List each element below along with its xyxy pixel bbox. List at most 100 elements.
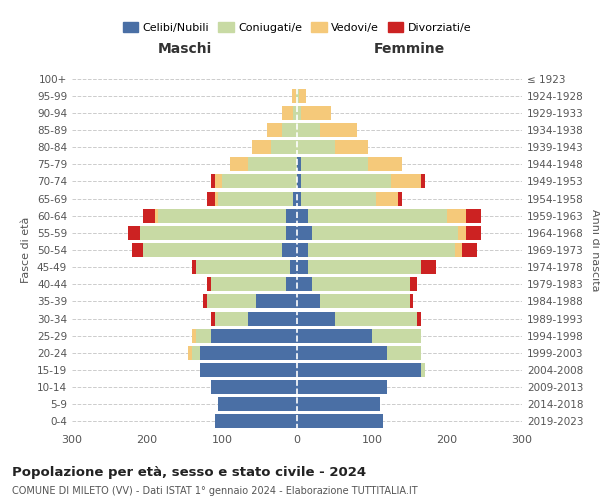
- Bar: [368, 158, 402, 172]
- Bar: [267, 123, 282, 137]
- Bar: [139, 226, 286, 240]
- Bar: [297, 398, 380, 411]
- Bar: [282, 106, 293, 120]
- Bar: [211, 312, 215, 326]
- Bar: [282, 123, 297, 137]
- Bar: [391, 174, 421, 188]
- Bar: [215, 414, 297, 428]
- Bar: [229, 158, 248, 172]
- Bar: [199, 346, 297, 360]
- Bar: [282, 243, 297, 257]
- Bar: [312, 226, 458, 240]
- Bar: [297, 278, 312, 291]
- Bar: [409, 278, 417, 291]
- Text: Femmine: Femmine: [374, 42, 445, 56]
- Bar: [211, 174, 215, 188]
- Bar: [192, 328, 196, 342]
- Bar: [211, 328, 297, 342]
- Bar: [297, 88, 299, 102]
- Bar: [215, 312, 248, 326]
- Bar: [297, 192, 301, 205]
- Bar: [211, 278, 286, 291]
- Bar: [376, 192, 398, 205]
- Bar: [297, 174, 301, 188]
- Bar: [188, 346, 192, 360]
- Bar: [290, 260, 297, 274]
- Bar: [132, 243, 143, 257]
- Bar: [297, 123, 320, 137]
- Bar: [466, 226, 481, 240]
- Bar: [466, 208, 481, 222]
- Text: Popolazione per età, sesso e stato civile - 2024: Popolazione per età, sesso e stato civil…: [12, 466, 366, 479]
- Bar: [308, 260, 421, 274]
- Bar: [248, 158, 297, 172]
- Bar: [196, 328, 211, 342]
- Bar: [409, 294, 413, 308]
- Text: COMUNE DI MILETO (VV) - Dati ISTAT 1° gennaio 2024 - Elaborazione TUTTITALIA.IT: COMUNE DI MILETO (VV) - Dati ISTAT 1° ge…: [12, 486, 418, 496]
- Bar: [207, 278, 211, 291]
- Bar: [196, 260, 290, 274]
- Bar: [215, 174, 222, 188]
- Bar: [308, 243, 455, 257]
- Bar: [143, 208, 155, 222]
- Bar: [286, 278, 297, 291]
- Bar: [308, 208, 447, 222]
- Bar: [286, 208, 297, 222]
- Bar: [297, 208, 308, 222]
- Bar: [301, 174, 391, 188]
- Bar: [199, 363, 297, 377]
- Bar: [462, 243, 477, 257]
- Bar: [211, 380, 297, 394]
- Bar: [421, 363, 425, 377]
- Bar: [421, 260, 436, 274]
- Bar: [207, 192, 215, 205]
- Bar: [372, 328, 421, 342]
- Bar: [292, 88, 296, 102]
- Bar: [293, 192, 297, 205]
- Bar: [320, 123, 357, 137]
- Bar: [143, 243, 282, 257]
- Bar: [256, 294, 297, 308]
- Bar: [192, 346, 199, 360]
- Bar: [387, 346, 421, 360]
- Bar: [297, 294, 320, 308]
- Bar: [155, 208, 158, 222]
- Bar: [192, 260, 196, 274]
- Bar: [335, 312, 417, 326]
- Bar: [297, 328, 372, 342]
- Bar: [299, 88, 306, 102]
- Bar: [297, 312, 335, 326]
- Bar: [203, 294, 207, 308]
- Bar: [297, 414, 383, 428]
- Bar: [297, 140, 335, 154]
- Bar: [286, 226, 297, 240]
- Bar: [297, 363, 421, 377]
- Bar: [301, 192, 376, 205]
- Bar: [301, 106, 331, 120]
- Bar: [297, 260, 308, 274]
- Bar: [222, 174, 297, 188]
- Bar: [271, 140, 297, 154]
- Bar: [248, 312, 297, 326]
- Bar: [320, 294, 409, 308]
- Bar: [417, 312, 421, 326]
- Bar: [312, 278, 409, 291]
- Bar: [297, 243, 308, 257]
- Bar: [128, 226, 139, 240]
- Bar: [297, 380, 387, 394]
- Bar: [296, 88, 297, 102]
- Bar: [458, 226, 466, 240]
- Bar: [455, 243, 462, 257]
- Bar: [293, 106, 297, 120]
- Bar: [297, 106, 301, 120]
- Bar: [447, 208, 466, 222]
- Y-axis label: Fasce di età: Fasce di età: [22, 217, 31, 283]
- Legend: Celibi/Nubili, Coniugati/e, Vedovi/e, Divorziati/e: Celibi/Nubili, Coniugati/e, Vedovi/e, Di…: [118, 18, 476, 38]
- Bar: [301, 158, 368, 172]
- Bar: [158, 208, 286, 222]
- Bar: [215, 192, 218, 205]
- Bar: [297, 158, 301, 172]
- Bar: [398, 192, 402, 205]
- Bar: [218, 192, 293, 205]
- Bar: [421, 174, 425, 188]
